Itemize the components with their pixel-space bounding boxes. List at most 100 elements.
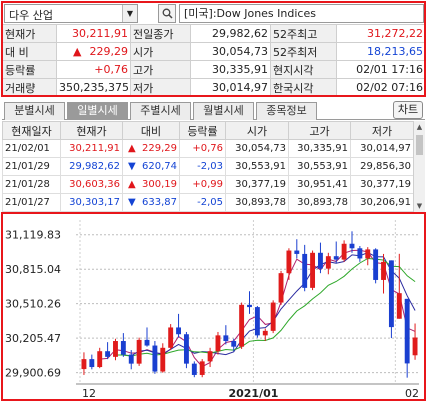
quote-value-text: 350,235,375 <box>59 81 129 94</box>
quote-value-text: +0,76 <box>94 63 128 76</box>
y-tick-label: 30,205.47 <box>5 332 61 345</box>
candle-down <box>176 327 181 335</box>
change-cell: ▼ 620,74 <box>122 157 180 176</box>
candle-up <box>97 351 103 368</box>
percent-cell: -2,05 <box>179 193 226 212</box>
tab-0[interactable]: 분별시세 <box>4 102 65 120</box>
candle-down <box>302 253 308 288</box>
tab-4[interactable]: 종목정보 <box>256 102 317 120</box>
quote-value: 30,054,73 <box>190 42 271 61</box>
change-cell: ▲ 229,29 <box>122 139 180 158</box>
column-header[interactable]: 등락률 <box>179 121 226 140</box>
column-header[interactable]: 현재가 <box>60 121 123 140</box>
change-cell: ▲ 300,19 <box>122 175 180 194</box>
y-tick-label: 29,900.69 <box>5 367 61 380</box>
candle-down <box>120 341 126 355</box>
candle-up <box>270 302 276 331</box>
vertical-scrollbar[interactable]: ▲ ▼ <box>413 121 425 213</box>
tab-2[interactable]: 주별시세 <box>130 102 191 120</box>
quote-value-text: 02/01 17:16 <box>356 63 423 76</box>
high-cell: 30,893,78 <box>288 193 351 212</box>
change-value: 633,87 <box>142 197 177 208</box>
candle-up <box>215 335 221 352</box>
up-arrow-icon: ▲ <box>128 179 136 190</box>
market-select-value: 다우 산업 <box>9 9 53 22</box>
candle-up <box>262 330 268 336</box>
date-cell: 21/01/28 <box>2 175 61 194</box>
search-button[interactable] <box>158 4 176 23</box>
candle-down <box>223 335 229 342</box>
candle-down <box>144 339 150 346</box>
date-cell: 21/01/27 <box>2 193 61 212</box>
candle-down <box>373 249 379 280</box>
tab-1[interactable]: 일별시세 <box>67 102 128 120</box>
quote-value-text: 18,213,65 <box>367 45 423 58</box>
quote-value: +0,76 <box>56 60 131 79</box>
down-arrow-icon: ▼ <box>128 197 136 208</box>
candle-up <box>199 361 205 375</box>
candle-down <box>247 304 252 308</box>
column-header[interactable]: 시가 <box>225 121 289 140</box>
quote-value-text: 30,211,91 <box>72 27 128 40</box>
x-tick-label: 12 <box>82 387 96 400</box>
open-cell: 30,054,73 <box>225 139 289 158</box>
candle-up <box>113 341 118 357</box>
candle-up <box>207 351 213 362</box>
candle-up <box>412 337 418 356</box>
date-cell: 21/01/29 <box>2 157 61 176</box>
close-cell: 30,603,36 <box>60 175 123 194</box>
candle-down <box>105 351 111 357</box>
candle-up <box>310 252 316 288</box>
up-arrow-icon: ▲ <box>73 45 82 58</box>
instrument-name-field[interactable]: [미국]:Dow Jones Indices <box>179 4 424 23</box>
candle-down <box>128 354 134 364</box>
candle-up <box>239 304 245 347</box>
quote-label: 현재가 <box>2 24 57 43</box>
chart-button[interactable]: 차트 <box>393 101 423 119</box>
quote-row: 등락률 +0,76 고가 30,335,91 현지시각 02/01 17:16 <box>2 60 426 79</box>
low-cell: 29,856,30 <box>350 157 414 176</box>
quote-label: 고가 <box>130 60 191 79</box>
column-header[interactable]: 현재일자 <box>2 121 61 140</box>
scroll-down-icon[interactable]: ▼ <box>416 202 423 210</box>
chevron-down-icon[interactable]: ▼ <box>122 5 137 22</box>
quote-value-text: 02/02 07:16 <box>356 81 423 94</box>
candle-up <box>381 261 386 280</box>
change-value: 620,74 <box>142 161 177 172</box>
quote-value: 31,272,22 <box>336 24 426 43</box>
table-row[interactable]: 21/01/28 30,603,36 ▲ 300,19 +0,99 30,377,19 30… <box>2 175 414 194</box>
change-cell: ▼ 633,87 <box>122 193 180 212</box>
candle-up <box>286 250 292 274</box>
low-cell: 30,014,97 <box>350 139 414 158</box>
column-header[interactable]: 대비 <box>122 121 180 140</box>
candle-down <box>231 341 237 347</box>
open-cell: 30,893,78 <box>225 193 289 212</box>
quote-value-text: 29,982,62 <box>212 27 268 40</box>
y-tick-label: 30,815.04 <box>5 263 61 276</box>
quote-label: 52주최저 <box>270 42 337 61</box>
close-cell: 30,303,17 <box>60 193 123 212</box>
candle-up <box>365 249 371 259</box>
close-cell: 30,211,91 <box>60 139 123 158</box>
quote-value: 02/02 07:16 <box>336 78 426 97</box>
close-cell: 29,982,62 <box>60 157 123 176</box>
candle-down <box>404 298 410 364</box>
column-header[interactable]: 저가 <box>350 121 414 140</box>
candle-down <box>191 363 197 375</box>
table-row[interactable]: 21/02/01 30,211,91 ▲ 229,29 +0,76 30,054,73 30… <box>2 139 414 158</box>
quote-value: 30,014,97 <box>190 78 271 97</box>
tab-3[interactable]: 월별시세 <box>193 102 254 120</box>
quote-value: ▲ 229,29 <box>56 42 131 61</box>
table-row[interactable]: 21/01/27 30,303,17 ▼ 633,87 -2,05 30,893,78 30… <box>2 193 414 212</box>
column-header[interactable]: 고가 <box>288 121 351 140</box>
quote-value-text: 229,29 <box>89 45 129 58</box>
table-row[interactable]: 21/01/29 29,982,62 ▼ 620,74 -2,03 30,553,91 30… <box>2 157 414 176</box>
scroll-thumb[interactable] <box>416 135 423 155</box>
chart-canvas: 31,119.83 30,815.04 30,510.26 30,205.47 29,9… <box>5 220 419 400</box>
scroll-up-icon[interactable]: ▲ <box>416 123 423 131</box>
market-select[interactable]: 다우 산업 ▼ <box>4 4 138 23</box>
high-cell: 30,553,91 <box>288 157 351 176</box>
candle-up <box>341 243 347 260</box>
quote-value: 30,211,91 <box>56 24 131 43</box>
quote-row: 대 비 ▲ 229,29 시가 30,054,73 52주최저 18,213,65 <box>2 42 426 61</box>
